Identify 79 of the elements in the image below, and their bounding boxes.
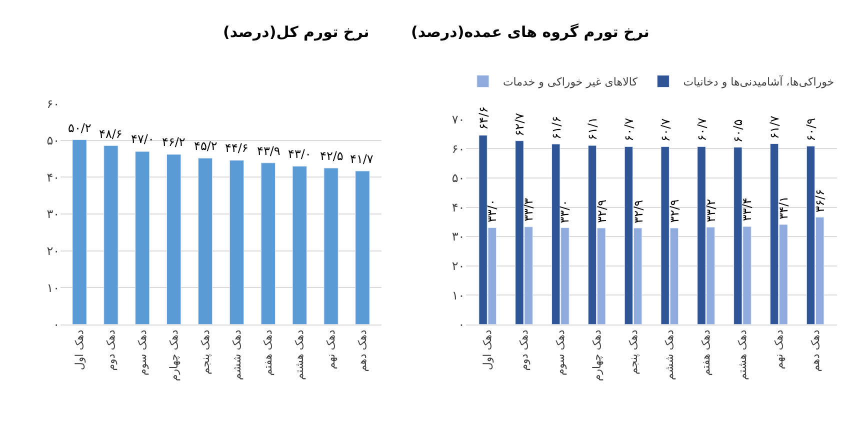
x-tick-label: دهک هشتم (736, 330, 750, 380)
y-tick-label: ۶۰ (452, 142, 465, 156)
x-tick-label: دهک سوم (136, 330, 149, 376)
data-label: ۳۲/۹ (594, 200, 609, 223)
x-tick-label: دهک اول (481, 330, 494, 370)
data-label: ۶۰/۷ (694, 117, 709, 142)
data-label: ۳۳/۳ (522, 197, 536, 222)
data-label: ۶۰/۹ (804, 118, 818, 142)
legend-label: کالاهای غیر خوراکی و خدمات (502, 76, 638, 89)
data-label: ۶۱/۱ (585, 116, 600, 140)
data-label: ۳۳/۰ (558, 200, 572, 224)
x-tick-label: دهک چهارم (167, 330, 180, 382)
data-label: ۳۶/۶ (813, 189, 828, 213)
data-label: ۶۰/۷ (622, 117, 636, 142)
chart-title: نرخ تورم کل(درصد) (223, 23, 370, 41)
data-label: ۳۲/۹ (668, 199, 682, 223)
x-tick-label: دهک هشتم (293, 330, 306, 380)
bar (355, 170, 370, 324)
x-tick-label: دهک دوم (104, 330, 118, 371)
data-label: ۴۴/۶ (225, 141, 248, 155)
data-label: ۴۲/۵ (320, 149, 344, 163)
data-label: ۴۷/۰ (131, 132, 154, 146)
data-label: ۳۴/۱ (776, 196, 790, 220)
y-tick-label: ۵۰ (452, 171, 465, 186)
data-label: ۳۳/۲ (704, 198, 718, 222)
x-tick-label: دهک ششم (230, 330, 244, 380)
data-label: ۶۱/۷ (768, 115, 782, 140)
data-label: ۶۰/۷ (658, 118, 672, 142)
y-tick-label: ۴۰ (46, 170, 60, 184)
data-label: ۶۱/۶ (549, 116, 564, 140)
data-label: ۳۲/۹ (631, 200, 646, 224)
data-label: ۶۴/۶ (476, 106, 490, 130)
x-tick-label: دهک ششم (663, 330, 676, 380)
data-label: ۴۵/۲ (194, 139, 218, 153)
data-label: ۴۱/۷ (350, 152, 374, 166)
legend-label: خوراکی‌ها، آشامیدنی‌ها و دخانیات (683, 74, 834, 89)
y-tick-label: ۲۰ (452, 258, 465, 273)
x-tick-label: دهک دهم (808, 330, 822, 372)
x-tick-label: دهک هفتم (262, 330, 275, 376)
bar (198, 158, 213, 324)
y-tick-label: ۴۰ (452, 200, 465, 214)
bar (292, 166, 307, 324)
x-tick-label: دهک پنجم (626, 330, 640, 375)
data-label: ۴۳/۰ (288, 147, 312, 161)
data-label: ۴۶/۲ (162, 135, 186, 149)
bar (135, 151, 150, 324)
x-tick-label: دهک چهارم (590, 330, 604, 382)
y-tick-label: ۰ (53, 318, 60, 332)
data-label: ۵۰/۲ (68, 121, 92, 135)
y-tick-label: ۶۰ (46, 96, 60, 111)
x-tick-label: دهک نهم (772, 330, 786, 370)
y-tick-label: ۳۰ (46, 207, 60, 222)
y-tick-label: ۱۰ (452, 288, 465, 302)
x-tick-label: دهک هفتم (700, 330, 713, 376)
data-label: ۳۳/۴ (740, 198, 754, 222)
x-tick-label: دهک نهم (324, 330, 338, 370)
y-tick-label: ۵۰ (46, 134, 60, 148)
data-label: ۶۰/۵ (731, 119, 746, 143)
x-tick-label: دهک دهم (356, 330, 370, 372)
data-label: ۴۳/۹ (257, 144, 280, 158)
data-label: ۴۸/۶ (99, 127, 122, 141)
data-label: ۳۳/۰ (484, 199, 499, 222)
y-tick-label: ۰ (458, 318, 465, 332)
x-tick-label: دهک سوم (554, 330, 567, 376)
chart-title: نرخ تورم گروه های عمده(درصد) (411, 23, 650, 41)
bar (229, 160, 244, 324)
bar (72, 139, 87, 324)
bar (260, 162, 276, 324)
x-tick-label: دهک دوم (518, 330, 531, 371)
data-label: ۶۲/۷ (512, 112, 527, 136)
x-tick-label: دهک پنجم (198, 330, 212, 375)
bar (166, 154, 182, 324)
bar (324, 168, 338, 324)
y-tick-label: ۲۰ (46, 244, 60, 258)
x-tick-label: دهک اول (73, 330, 86, 370)
bar (104, 145, 118, 324)
y-tick-label: ۳۰ (452, 230, 465, 244)
y-tick-label: ۷۰ (452, 112, 465, 127)
y-tick-label: ۱۰ (46, 280, 60, 295)
